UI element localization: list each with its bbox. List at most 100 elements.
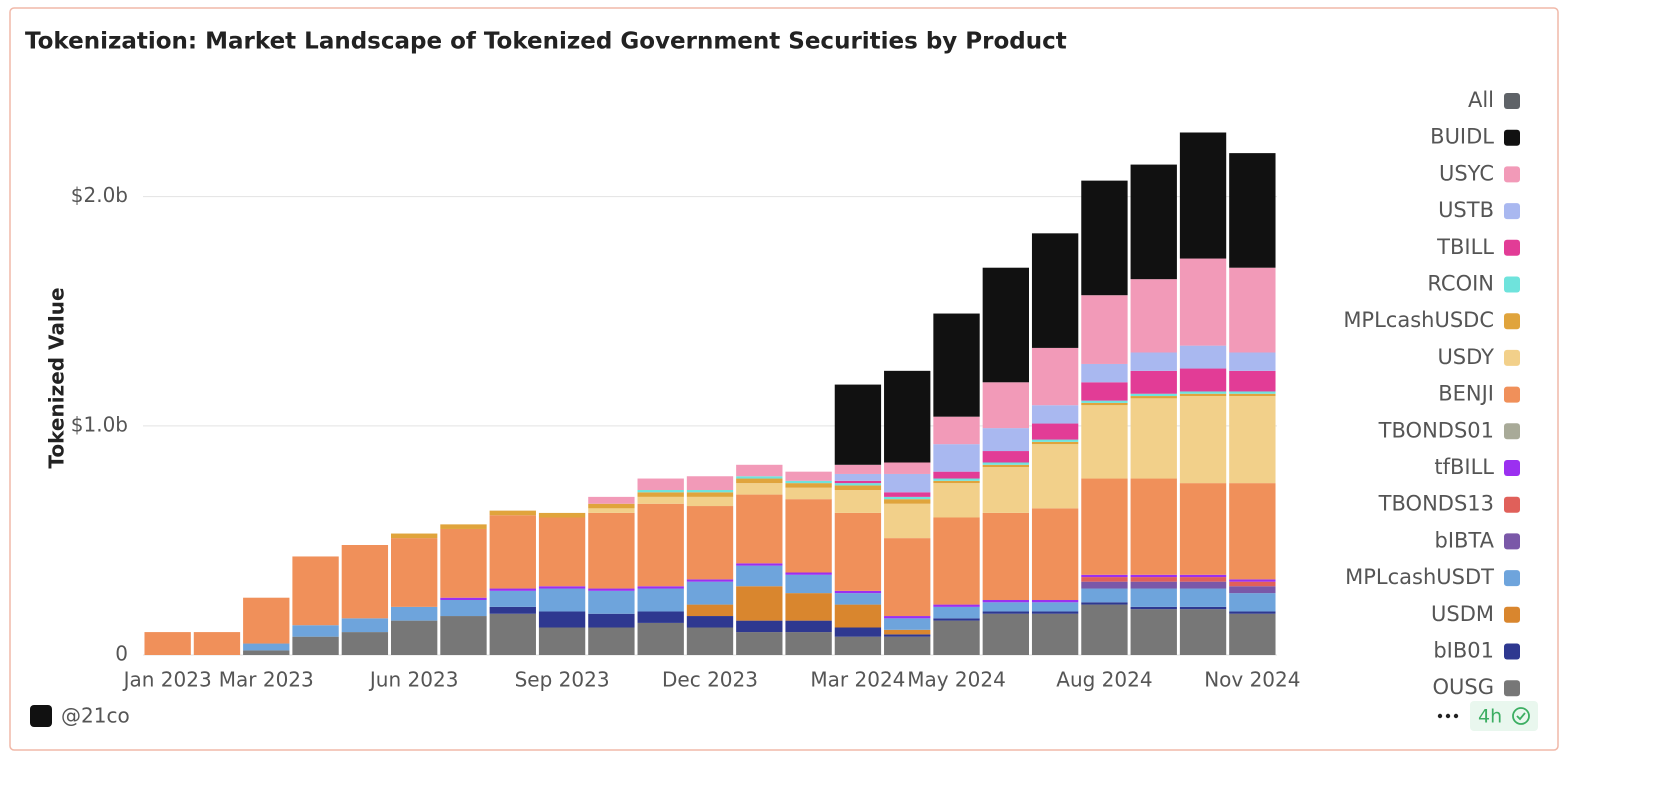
bar-segment	[1130, 588, 1177, 607]
legend-label: BUIDL	[1430, 125, 1494, 149]
bar-segment	[933, 606, 980, 619]
bar-segment	[1130, 393, 1177, 397]
bar-segment	[440, 597, 487, 600]
bar-segment	[440, 524, 487, 529]
bar-segment	[686, 506, 734, 580]
bar-segment	[391, 538, 438, 607]
bar-segment	[341, 545, 389, 619]
bar-segment	[637, 503, 684, 587]
bar-segment	[440, 616, 487, 655]
bar-segment	[785, 499, 832, 573]
legend-label: TBILL	[1436, 235, 1494, 259]
bar-segment	[1081, 363, 1128, 383]
bar-segment	[1130, 164, 1177, 280]
legend-label: bIBTA	[1435, 528, 1495, 552]
bar-segment	[933, 620, 980, 655]
x-tick-label: May 2024	[907, 668, 1006, 692]
check-mark	[1516, 712, 1526, 721]
bar-segment	[736, 620, 783, 633]
bar-segment	[1031, 439, 1079, 442]
bar-segment	[785, 632, 832, 655]
legend-swatch	[1504, 166, 1520, 183]
bar-segment	[982, 467, 1029, 513]
bar-segment	[686, 579, 734, 582]
bar-segment	[982, 613, 1029, 655]
legend-label: bIB01	[1433, 639, 1494, 663]
bar-segment	[834, 593, 882, 605]
bar-segment	[785, 574, 832, 594]
bar-segment	[834, 473, 882, 481]
bar-segment	[736, 476, 783, 479]
bar-segment	[884, 496, 931, 500]
bar-segment	[1081, 478, 1128, 575]
bar-segment	[1081, 405, 1128, 479]
bar-segment	[292, 556, 339, 626]
bar-segment	[884, 499, 931, 504]
legend-swatch	[1504, 93, 1520, 109]
bar-segment	[1031, 600, 1079, 603]
author[interactable]: @21co	[61, 704, 130, 728]
bar-segment	[1179, 577, 1227, 582]
bar-segment	[884, 618, 931, 630]
bar-segment	[637, 490, 684, 493]
bar-segment	[637, 496, 684, 504]
legend-swatch	[1504, 386, 1520, 403]
bar-segment	[933, 618, 980, 621]
bar-segment	[440, 528, 487, 598]
bar-segment	[1229, 579, 1276, 582]
bar-segment	[193, 632, 241, 655]
legend-swatch	[1504, 606, 1520, 623]
bar-segment	[1031, 423, 1079, 440]
bar-segment	[834, 604, 882, 628]
bar-segment	[391, 533, 438, 539]
legend-swatch	[1504, 423, 1520, 440]
bar-segment	[884, 462, 931, 474]
bar-segment	[834, 485, 882, 490]
bar-segment	[1130, 396, 1177, 399]
bar-segment	[982, 382, 1029, 429]
bar-segment	[1031, 405, 1079, 424]
bar-segment	[686, 604, 734, 617]
check-icon	[1512, 707, 1530, 725]
bar-segment	[1130, 574, 1177, 578]
x-tick-label: Nov 2024	[1204, 668, 1300, 692]
bar-segment	[1081, 574, 1128, 578]
bar-segment	[1081, 604, 1128, 655]
bar-segment	[736, 494, 783, 564]
bar-segment	[243, 597, 290, 644]
bar-segment	[1229, 483, 1276, 580]
bar-segment	[1179, 588, 1227, 607]
x-tick-label: Jun 2023	[368, 668, 459, 692]
bar-segment	[736, 478, 783, 484]
bar-segment	[884, 473, 931, 493]
legend[interactable]: All BUIDL USYC USTB TBILL RCOIN MPLcashUSDC USD…	[1343, 88, 1520, 699]
bar-segment	[637, 588, 684, 612]
bar-segment	[1081, 402, 1128, 406]
bar-segment	[538, 512, 586, 518]
bar-segment	[982, 267, 1029, 383]
bar-segment	[933, 471, 980, 479]
chart-title: Tokenization: Market Landscape of Tokeni…	[25, 29, 1067, 55]
bar-segment	[1130, 577, 1177, 582]
bar-segment	[884, 616, 931, 619]
bar-segment	[637, 622, 684, 655]
bar-segment	[933, 444, 980, 472]
legend-label: tfBILL	[1434, 455, 1494, 479]
bar-segment	[1179, 345, 1227, 369]
bar-segment	[834, 627, 882, 637]
bar-segment	[686, 476, 734, 490]
legend-swatch	[1504, 496, 1520, 513]
bar-segment	[538, 627, 586, 655]
bar-segment	[1179, 609, 1227, 655]
legend-label: MPLcashUSDT	[1345, 565, 1494, 589]
logo	[30, 705, 52, 727]
legend-label: OUSG	[1432, 675, 1494, 699]
bar-segment	[1179, 581, 1227, 589]
legend-label: USYC	[1439, 161, 1494, 185]
legend-swatch	[1504, 680, 1520, 697]
bar-segment	[884, 629, 931, 635]
bar-segment	[637, 492, 684, 497]
bar-segment	[1229, 391, 1276, 394]
more-menu[interactable]	[1437, 713, 1459, 719]
